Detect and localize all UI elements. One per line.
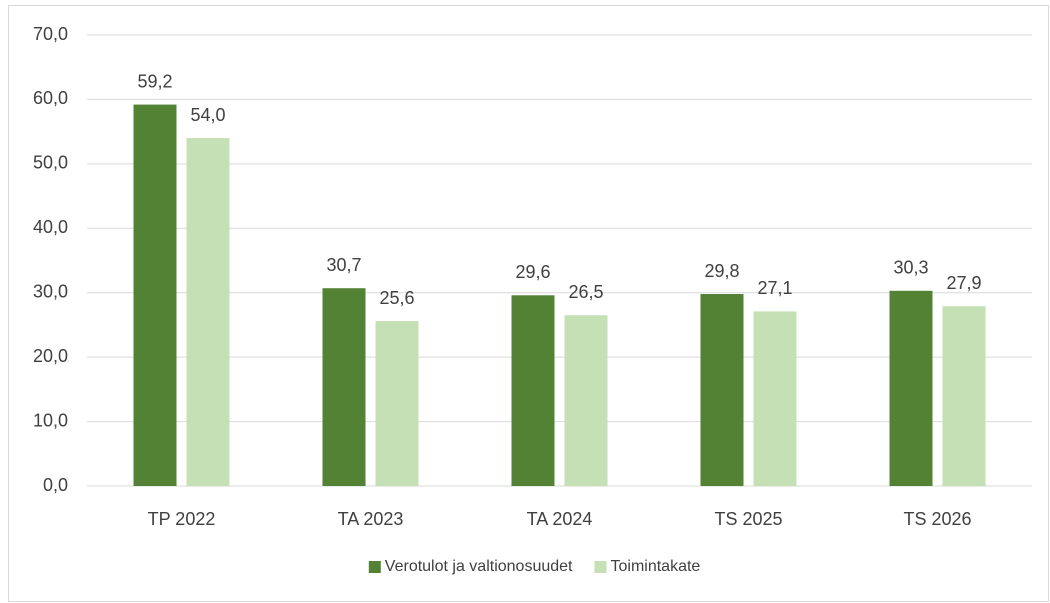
data-label: 29,8 xyxy=(704,261,739,281)
legend-swatch xyxy=(594,561,607,573)
bar xyxy=(322,288,366,486)
x-tick-label: TP 2022 xyxy=(148,509,216,529)
y-tick-label: 70,0 xyxy=(33,24,68,44)
bar xyxy=(564,315,608,486)
y-tick-label: 0,0 xyxy=(43,475,68,495)
bar xyxy=(942,306,986,486)
x-tick-label: TS 2025 xyxy=(714,509,782,529)
bar xyxy=(133,104,177,486)
data-label: 26,5 xyxy=(568,282,603,302)
legend-swatch xyxy=(368,561,381,573)
y-tick-label: 20,0 xyxy=(33,346,68,366)
bar xyxy=(375,321,419,486)
data-label: 29,6 xyxy=(515,262,550,282)
bar xyxy=(186,138,230,487)
bar xyxy=(700,294,744,486)
y-tick-label: 60,0 xyxy=(33,88,68,108)
data-label: 27,9 xyxy=(946,273,981,293)
data-label: 30,7 xyxy=(326,255,361,275)
legend-label: Toimintakate xyxy=(610,558,700,575)
bar xyxy=(511,295,555,486)
data-label: 27,1 xyxy=(757,278,792,298)
y-tick-label: 30,0 xyxy=(33,281,68,301)
bar xyxy=(889,290,933,486)
y-tick-label: 10,0 xyxy=(33,410,68,430)
bar xyxy=(753,311,797,486)
data-label: 59,2 xyxy=(137,71,172,91)
data-label: 25,6 xyxy=(379,288,414,308)
y-tick-label: 50,0 xyxy=(33,153,68,173)
x-tick-label: TA 2023 xyxy=(338,509,404,529)
x-tick-label: TA 2024 xyxy=(527,509,593,529)
data-label: 54,0 xyxy=(190,105,225,125)
x-tick-label: TS 2026 xyxy=(903,509,971,529)
legend-label: Verotulot ja valtionosuudet xyxy=(385,558,573,575)
data-label: 30,3 xyxy=(893,258,928,278)
y-tick-label: 40,0 xyxy=(33,217,68,237)
